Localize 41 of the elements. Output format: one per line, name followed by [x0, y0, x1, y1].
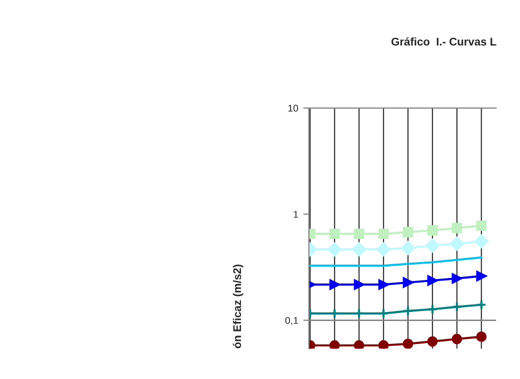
y-tick-label: 0,1 [285, 317, 298, 326]
point [427, 225, 438, 236]
point [329, 308, 340, 319]
point [354, 228, 364, 239]
point [452, 222, 462, 234]
point [476, 270, 487, 282]
point [329, 228, 340, 239]
chart-title: Gráfico I.- Curvas L [391, 37, 496, 46]
y-tick-label: 1 [294, 210, 298, 218]
point [329, 340, 340, 349]
point [402, 226, 414, 238]
point [378, 228, 389, 239]
y-tick-label: 10 [288, 104, 298, 112]
point [427, 304, 438, 314]
point [402, 338, 414, 349]
point [476, 332, 487, 342]
point [474, 234, 488, 248]
point [378, 279, 389, 290]
point [476, 220, 487, 231]
line-series [309, 256, 482, 267]
point [452, 273, 462, 284]
point [401, 241, 415, 255]
point [452, 334, 462, 344]
point [378, 340, 389, 349]
point [329, 279, 340, 290]
y-axis-title: ón Eficaz (m/s2) [232, 264, 244, 348]
point [452, 302, 462, 312]
point [402, 277, 414, 288]
point [352, 242, 366, 256]
point [354, 279, 364, 290]
point [402, 306, 414, 316]
point [450, 236, 464, 251]
point [476, 300, 487, 310]
point [354, 308, 364, 319]
point [354, 340, 364, 349]
point [426, 238, 440, 253]
point [378, 308, 389, 319]
point [328, 242, 342, 256]
point [427, 336, 438, 347]
point [427, 275, 438, 286]
point [376, 242, 390, 256]
